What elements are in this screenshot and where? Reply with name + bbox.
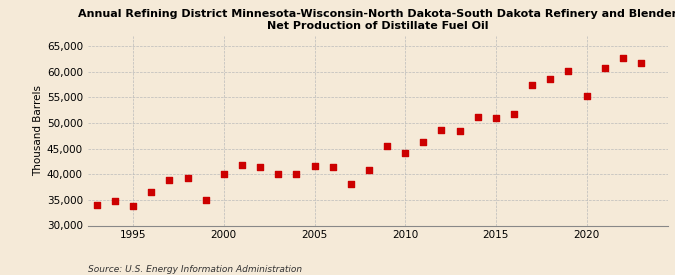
Point	[581, 94, 592, 98]
Point	[291, 172, 302, 177]
Point	[182, 176, 193, 180]
Point	[109, 199, 120, 203]
Point	[309, 164, 320, 168]
Point	[436, 127, 447, 132]
Title: Annual Refining District Minnesota-Wisconsin-North Dakota-South Dakota Refinery : Annual Refining District Minnesota-Wisco…	[78, 9, 675, 31]
Point	[364, 167, 375, 172]
Point	[128, 204, 138, 208]
Point	[91, 203, 102, 207]
Point	[618, 56, 628, 60]
Point	[146, 190, 157, 194]
Point	[200, 198, 211, 202]
Point	[563, 68, 574, 73]
Point	[509, 111, 520, 116]
Point	[418, 140, 429, 144]
Point	[472, 115, 483, 120]
Point	[236, 163, 247, 167]
Point	[526, 83, 537, 87]
Point	[545, 77, 556, 82]
Point	[636, 61, 647, 65]
Point	[599, 66, 610, 70]
Point	[381, 144, 392, 148]
Point	[491, 116, 502, 120]
Text: Source: U.S. Energy Information Administration: Source: U.S. Energy Information Administ…	[88, 265, 302, 274]
Point	[273, 172, 284, 176]
Point	[254, 164, 265, 169]
Point	[346, 182, 356, 187]
Point	[454, 128, 465, 133]
Point	[219, 172, 230, 177]
Point	[327, 164, 338, 169]
Point	[164, 178, 175, 183]
Y-axis label: Thousand Barrels: Thousand Barrels	[32, 85, 43, 176]
Point	[400, 151, 410, 155]
